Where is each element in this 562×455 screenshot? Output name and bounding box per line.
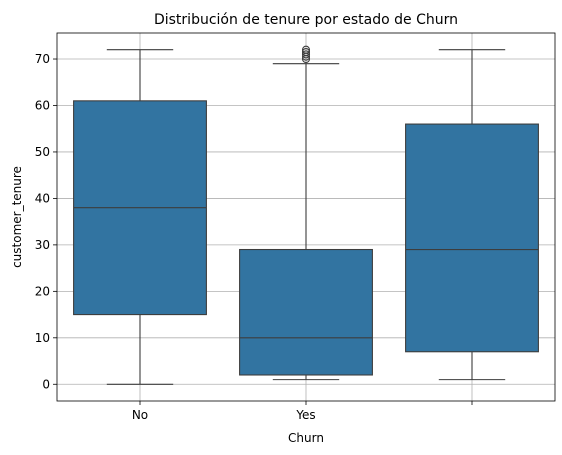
y-tick-label: 70 [35, 52, 50, 66]
y-axis-ticks: 0 10 20 30 40 50 60 70 [35, 52, 57, 391]
x-axis-label: Churn [288, 431, 324, 445]
outlier-point [301, 50, 311, 59]
y-tick-label: 50 [35, 145, 50, 159]
box-group [239, 45, 373, 381]
y-tick-label: 20 [35, 284, 50, 298]
x-axis-ticks: No Yes [132, 401, 473, 422]
y-axis-label: customer_tenure [10, 166, 24, 268]
y-tick-label: 60 [35, 98, 50, 112]
y-tick-label: 0 [42, 377, 50, 391]
y-tick-label: 30 [35, 238, 50, 252]
chart-title: Distribución de tenure por estado de Chu… [154, 12, 458, 28]
outlier-point [301, 48, 311, 57]
iqr-box [405, 123, 539, 353]
iqr-box [239, 248, 373, 376]
y-tick-label: 10 [35, 331, 50, 345]
x-tick-label: No [132, 408, 148, 422]
box-group [73, 49, 207, 385]
y-tick-label: 40 [35, 191, 50, 205]
box-layer [73, 45, 539, 385]
x-tick-label: Yes [295, 408, 315, 422]
box-group [405, 49, 539, 381]
outlier-point [301, 45, 311, 54]
